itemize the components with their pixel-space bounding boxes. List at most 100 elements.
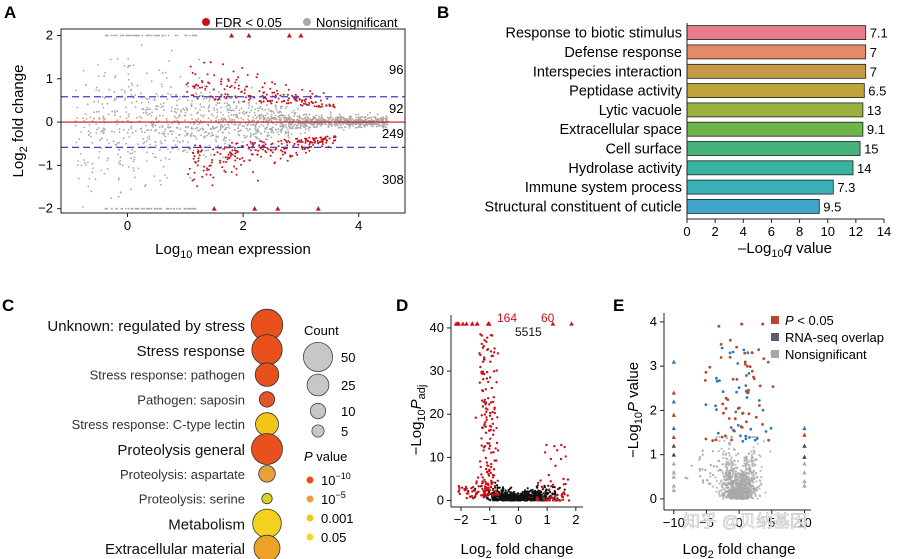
a-point-nonsig — [83, 120, 86, 122]
a-point-nonsig — [112, 140, 115, 143]
e-point-nonsig — [740, 482, 743, 485]
e-point-nonsig — [709, 475, 712, 478]
d-point-sig — [492, 429, 495, 432]
d-point-sig — [495, 426, 498, 430]
d-point-sig — [491, 476, 495, 479]
a-point-nonsig — [254, 126, 257, 128]
d-point-sig — [559, 457, 563, 461]
a-point-nonsig — [220, 125, 222, 128]
a-point-nonsig — [260, 113, 263, 116]
d-point-sig — [549, 480, 552, 483]
e-point-nonsig — [725, 475, 728, 478]
e-point-nonsig — [730, 461, 733, 464]
a-point-sig — [259, 100, 262, 103]
a-point-sig — [321, 143, 324, 146]
a-point-nonsig — [379, 124, 382, 127]
a-point-nonsig — [217, 144, 220, 147]
a-point-sig — [251, 153, 254, 156]
e-point-nonsig — [741, 480, 744, 483]
a-point-nonsig — [218, 102, 221, 104]
e-legend-label-overlap: RNA-seq overlap — [785, 330, 884, 345]
e-point-overlap — [757, 399, 761, 402]
a-point-nonsig — [210, 119, 213, 122]
a-point-nonsig — [95, 110, 98, 113]
a-point-sig — [312, 102, 314, 105]
e-point-nonsig — [744, 468, 748, 472]
d-point-sig — [567, 499, 571, 502]
a-point-nonsig-capped — [119, 34, 122, 37]
d-point-sig — [494, 447, 497, 450]
d-point-sig — [482, 356, 486, 359]
a-point-sig — [230, 84, 233, 87]
a-point-nonsig-capped — [122, 34, 125, 37]
e-point-overlap — [766, 360, 770, 364]
a-point-sig — [262, 100, 265, 103]
e-point-sig — [746, 391, 750, 395]
a-point-sig — [298, 97, 301, 100]
e-point-nonsig — [731, 496, 734, 499]
a-point-nonsig — [113, 99, 116, 102]
a-point-sig — [235, 173, 238, 176]
a-point-nonsig — [114, 111, 116, 114]
a-point-nonsig-capped — [160, 207, 163, 210]
a-point-nonsig — [150, 122, 153, 125]
d-point-sig — [475, 480, 478, 483]
b-category-label: Response to biotic stimulus — [506, 26, 683, 42]
a-point-nonsig — [102, 127, 105, 130]
a-point-sig — [201, 86, 203, 89]
e-point-nonsig — [715, 486, 719, 489]
a-point-nonsig-capped — [145, 34, 148, 37]
d-point-sig — [481, 476, 484, 479]
a-point-sig — [224, 156, 227, 159]
a-point-nonsig — [202, 129, 205, 131]
d-point-nonsig — [507, 496, 510, 499]
d-point-sig — [548, 488, 551, 491]
e-point-nonsig — [709, 463, 712, 466]
a-point-nonsig — [104, 71, 106, 74]
a-point-sig — [225, 97, 228, 100]
a-point-sig — [220, 93, 223, 96]
d-point-nonsig — [504, 489, 507, 493]
a-point-sig — [260, 155, 262, 158]
a-point-nonsig — [91, 120, 94, 122]
a-point-nonsig — [103, 97, 106, 99]
a-point-nonsig — [106, 102, 109, 105]
a-point-nonsig — [211, 132, 213, 135]
b-category-label: Interspecies interaction — [533, 64, 682, 80]
e-point-nonsig — [751, 463, 754, 467]
a-point-nonsig — [192, 128, 194, 130]
a-point-sig — [270, 102, 273, 105]
e-point-overlap — [741, 439, 745, 443]
a-point-sig — [326, 139, 328, 142]
d-point-sig — [478, 460, 482, 463]
a-point-nonsig — [298, 114, 301, 117]
e-point-sig — [743, 351, 747, 355]
a-point-nonsig-capped — [143, 207, 146, 210]
a-point-nonsig — [125, 142, 127, 145]
a-point-sig — [300, 139, 303, 142]
a-point-nonsig — [128, 113, 130, 115]
a-legend-swatch-nonsig — [303, 18, 311, 26]
a-point-sig — [290, 101, 292, 104]
e-point-capped — [802, 432, 807, 437]
e-point-sig — [735, 345, 738, 349]
e-xaxis-label: Log2 fold change — [683, 541, 796, 559]
a-point-sig — [269, 87, 272, 90]
a-point-nonsig — [276, 131, 279, 134]
a-point-nonsig — [84, 113, 87, 115]
a-point-nonsig — [274, 128, 277, 131]
e-point-nonsig — [727, 447, 731, 450]
a-point-nonsig — [160, 159, 162, 162]
e-point-capped — [802, 483, 807, 488]
a-point-nonsig — [153, 175, 156, 178]
d-point-sig — [556, 449, 559, 452]
e-point-nonsig — [725, 460, 728, 463]
a-point-nonsig — [77, 160, 80, 162]
a-point-sig — [209, 164, 212, 167]
a-point-nonsig — [122, 129, 125, 131]
a-point-nonsig — [178, 115, 181, 117]
d-point-sig — [486, 442, 489, 445]
a-point-nonsig — [109, 58, 112, 61]
e-point-capped — [671, 390, 676, 395]
b-value-label: 15 — [864, 141, 878, 156]
